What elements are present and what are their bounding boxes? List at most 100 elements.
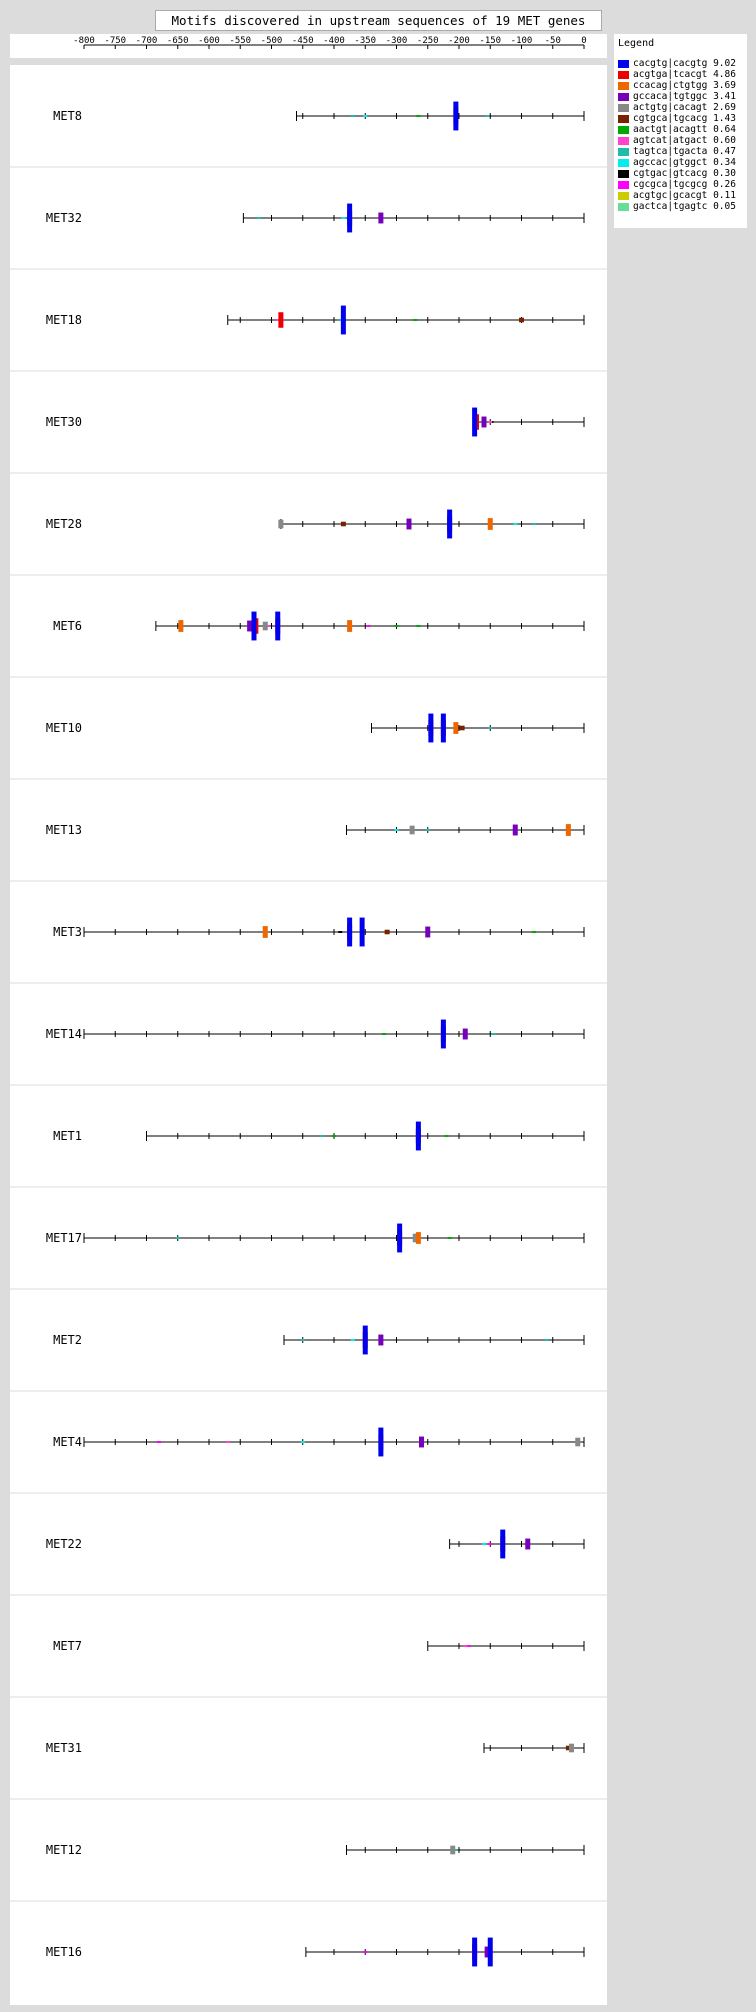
motif-site (575, 1437, 581, 1447)
x-tick-label: -450 (292, 36, 314, 46)
gene-label: MET28 (46, 517, 82, 531)
gene-row: MET4 (10, 1390, 607, 1457)
motif-site (462, 1028, 468, 1040)
legend-label: agtcat|atgact 0.60 (633, 135, 736, 146)
motif-site (275, 319, 280, 321)
motif-site (341, 217, 346, 219)
motif-site (359, 917, 365, 947)
gene-label: MET1 (53, 1129, 82, 1143)
legend-label: cacgtg|cacgtg 9.02 (633, 58, 736, 69)
legend-label: actgtg|cacagt 2.69 (633, 102, 736, 113)
legend-swatch (618, 191, 629, 200)
legend-entry: agccac|gtggct 0.34 (618, 157, 736, 168)
legend-label: acgtgc|gcacgt 0.11 (633, 190, 736, 201)
gene-label: MET6 (53, 619, 82, 633)
gene-row: MET16 (10, 1900, 607, 1967)
gene-label: MET30 (46, 415, 82, 429)
gene-label: MET32 (46, 211, 82, 225)
gene-row: MET32 (10, 166, 607, 233)
x-tick-label: -600 (198, 36, 220, 46)
legend-label: tagtca|tgacta 0.47 (633, 146, 736, 157)
x-axis-panel: -800 -750 -700 -650 -600 -550 -500 -450 -400 -350… (10, 34, 607, 58)
legend-entry: cgtgca|tgcacg 1.43 (618, 113, 736, 124)
motif-site (444, 1134, 449, 1138)
motif-site (363, 1951, 368, 1953)
legend-label: gccaca|tgtggc 3.41 (633, 91, 736, 102)
motif-site (262, 621, 268, 631)
x-tick-label: -800 (73, 36, 95, 46)
gene-row: MET2 (10, 1288, 607, 1355)
legend-entry: tagtca|tgacta 0.47 (618, 146, 736, 157)
motif-site (519, 317, 524, 323)
gene-label: MET14 (46, 1027, 82, 1041)
x-tick-label: -150 (479, 36, 501, 46)
gene-row: MET22 (10, 1492, 607, 1559)
legend-swatch (618, 158, 629, 167)
motif-site (338, 319, 343, 321)
motif-site (157, 1441, 161, 1443)
motif-site (488, 1543, 493, 1545)
legend-swatch (618, 202, 629, 211)
gene-row: MET10 (10, 676, 607, 743)
motif-site (428, 713, 434, 743)
motif-site (384, 929, 390, 935)
motif-site (419, 1436, 424, 1448)
gene-row: MET7 (10, 1594, 607, 1653)
legend-label: ccacag|ctgtgg 3.69 (633, 80, 736, 91)
motif-site (178, 620, 184, 632)
motif-site (512, 824, 518, 836)
motif-site (378, 1427, 384, 1457)
x-tick-label: -550 (229, 36, 251, 46)
gene-row: MET17 (10, 1186, 607, 1253)
motif-site (500, 1529, 506, 1559)
gene-row: MET18 (10, 268, 607, 335)
motif-site (416, 624, 421, 628)
motif-site (482, 1543, 486, 1545)
motif-site (425, 926, 431, 938)
motif-site (425, 829, 430, 831)
gene-label: MET10 (46, 721, 82, 735)
motif-site (416, 114, 421, 118)
legend-entry: actgtg|cacagt 2.69 (618, 102, 736, 113)
motif-site (378, 212, 384, 224)
legend-entry: agtcat|atgact 0.60 (618, 135, 736, 146)
motif-site (225, 1441, 230, 1443)
legend-entry: cgcgca|tgcgcg 0.26 (618, 179, 736, 190)
motif-site (450, 1845, 456, 1855)
gene-row: MET1 (10, 1084, 607, 1151)
motif-site (378, 1334, 384, 1346)
gene-row: MET12 (10, 1798, 607, 1857)
legend-swatch (618, 169, 629, 178)
legend: Legend cacgtg|cacgtg 9.02 acgtga|tcacgt 4… (614, 34, 747, 228)
x-tick-label: -350 (354, 36, 376, 46)
motif-site (300, 1339, 305, 1341)
x-tick-label: 0 (581, 36, 586, 46)
motif-site (319, 1135, 324, 1137)
x-tick-label: -400 (323, 36, 345, 46)
gene-row: MET28 (10, 472, 607, 539)
motif-site (487, 518, 493, 530)
motif-site (447, 1236, 452, 1240)
motif-site (488, 421, 493, 423)
motif-site (394, 624, 399, 628)
motif-site (415, 1232, 421, 1244)
motif-site (366, 625, 371, 627)
gene-label: MET16 (46, 1945, 82, 1959)
gene-label: MET22 (46, 1537, 82, 1551)
gene-label: MET31 (46, 1741, 82, 1755)
gene-label: MET8 (53, 109, 82, 123)
x-tick-label: -200 (448, 36, 470, 46)
motif-site (565, 824, 571, 836)
legend-swatch (618, 125, 629, 134)
motif-site (472, 1937, 478, 1967)
motif-site (332, 1134, 336, 1138)
motif-site (347, 203, 353, 233)
x-tick-label: -50 (545, 36, 561, 46)
x-tick-label: -250 (417, 36, 439, 46)
motif-site (340, 521, 346, 527)
motif-site (415, 1121, 421, 1151)
x-tick-label: -650 (167, 36, 189, 46)
gene-label: MET3 (53, 925, 82, 939)
motif-site (266, 625, 271, 627)
legend-swatch (618, 81, 629, 90)
